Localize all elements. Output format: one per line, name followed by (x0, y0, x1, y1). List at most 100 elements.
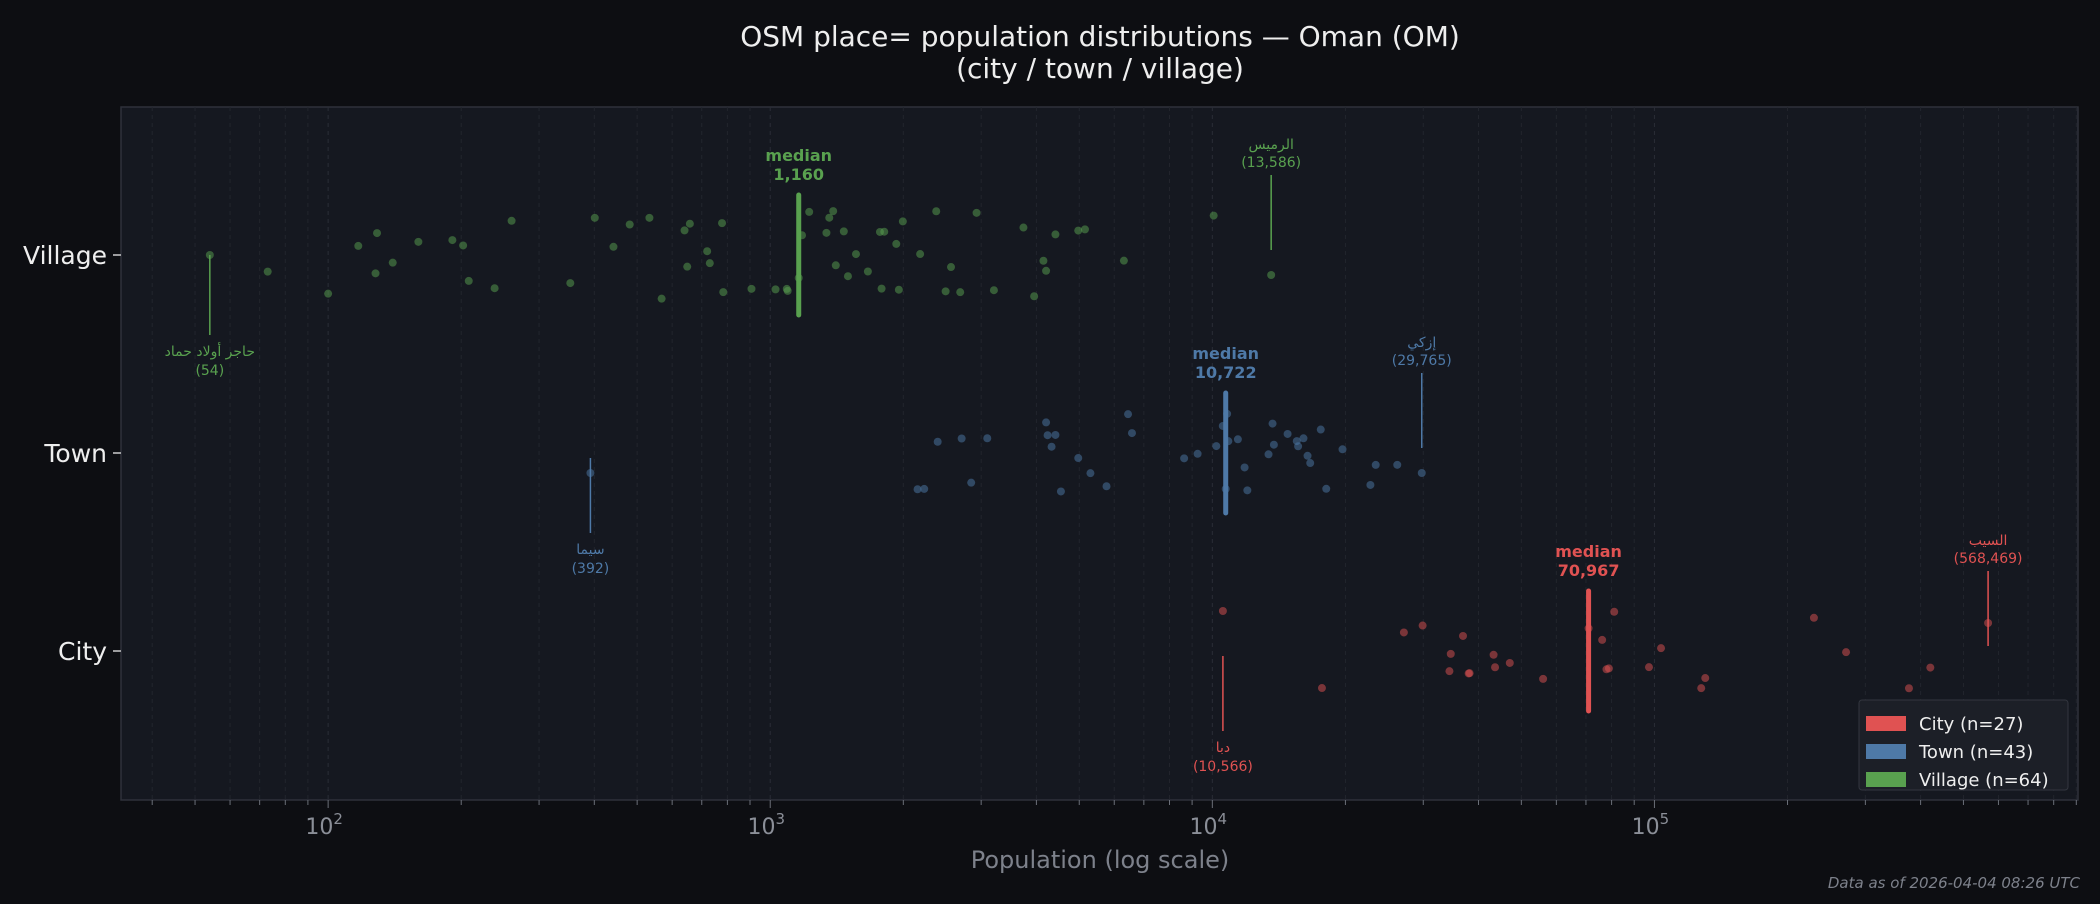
village-min-name: حاجر أولاد حماد (165, 342, 255, 360)
city-median-value: 70,967 (1558, 561, 1620, 580)
village-point (877, 284, 886, 293)
town-point (967, 478, 976, 487)
city-point (1904, 684, 1913, 693)
village-point (1042, 266, 1051, 275)
village-min-value: (54) (195, 363, 224, 379)
y-tick-label-town: Town (43, 439, 107, 468)
village-point (863, 267, 872, 276)
city-point (1218, 607, 1227, 615)
town-point (1086, 469, 1095, 478)
town-min-name: سيما (576, 542, 604, 558)
village-max-value: (13,586) (1241, 155, 1301, 171)
city-max-name: السيب (1969, 533, 2008, 549)
city-point (1491, 663, 1500, 672)
village-point (989, 286, 998, 295)
city-median-label: median (1555, 542, 1622, 561)
town-point (1042, 418, 1051, 427)
village-point (719, 288, 728, 297)
town-point (1056, 487, 1065, 496)
town-point (1306, 459, 1315, 468)
village-point (747, 284, 756, 293)
town-point (1299, 434, 1308, 443)
town-point (1124, 410, 1133, 419)
city-point (1489, 650, 1498, 659)
town-point (1322, 484, 1331, 493)
city-point (1926, 663, 1935, 672)
town-point (1243, 486, 1252, 495)
village-point (703, 247, 712, 256)
village-point (947, 263, 956, 272)
village-point (1080, 225, 1089, 234)
y-tick-label-city: City (58, 637, 107, 666)
town-min-value: (392) (572, 561, 610, 577)
village-point (1209, 211, 1218, 220)
village-point (941, 287, 950, 296)
city-point (1697, 684, 1706, 693)
city-min-name: دبا (1216, 740, 1230, 756)
town-point (1264, 450, 1273, 459)
village-point (1051, 230, 1060, 239)
village-point (373, 229, 382, 238)
village-point (831, 261, 840, 270)
x-tick-label: 103 (747, 810, 785, 840)
village-point (880, 227, 889, 236)
city-point (1604, 664, 1613, 673)
city-point (1418, 621, 1427, 630)
town-point (1051, 430, 1060, 439)
city-point (1459, 631, 1468, 640)
city-point (1610, 607, 1619, 616)
village-point (388, 258, 397, 267)
city-point (1657, 644, 1666, 653)
village-point (645, 213, 654, 222)
grid (151, 107, 2077, 800)
city-point (1539, 674, 1548, 683)
village-point (851, 250, 860, 259)
village-point (464, 276, 473, 285)
town-point (1294, 442, 1303, 451)
village-point (805, 207, 814, 216)
village-point (1030, 292, 1039, 301)
village-point (490, 284, 499, 293)
village-point (685, 219, 694, 228)
village-median-value: 1,160 (773, 165, 824, 184)
city-min-value: (10,566) (1193, 759, 1253, 775)
town-point (1127, 429, 1136, 438)
village-point (892, 239, 901, 248)
village-point (771, 285, 780, 294)
village-legend-label: Village (n=64) (1919, 770, 2049, 791)
legend: City (n=27) Town (n=43) Village (n=64) (1858, 699, 2069, 791)
plot-area (120, 106, 2079, 801)
town-point (920, 484, 929, 493)
town-point (1269, 440, 1278, 449)
city-point (1317, 684, 1326, 693)
village-point (972, 208, 981, 217)
village-point (680, 226, 689, 235)
village-point (507, 216, 516, 225)
village-point (448, 236, 457, 245)
town-point (1303, 451, 1312, 460)
town-median-value: 10,722 (1195, 363, 1257, 382)
village-point (843, 272, 852, 281)
village-point (783, 286, 792, 295)
town-point (933, 437, 942, 446)
y-tick-label-village: Village (23, 241, 107, 270)
chart-title: OSM place= population distributions — Om… (740, 20, 1460, 53)
village-point (839, 227, 848, 236)
village-point (822, 228, 831, 237)
town-legend-label: Town (n=43) (1918, 742, 2033, 763)
city-point (1399, 628, 1408, 637)
village-point (414, 237, 423, 246)
village-point (1074, 226, 1083, 235)
x-axis-label: Population (log scale) (971, 846, 1230, 874)
village-point (916, 250, 925, 259)
city-legend-swatch (1866, 716, 1906, 731)
village-point (932, 207, 941, 216)
city-point (1445, 667, 1454, 676)
town-point (1212, 442, 1221, 451)
town-point (1233, 435, 1242, 444)
town-point (1393, 460, 1402, 469)
town-point (1417, 469, 1426, 477)
village-point (825, 213, 834, 222)
village-point (1039, 256, 1048, 265)
